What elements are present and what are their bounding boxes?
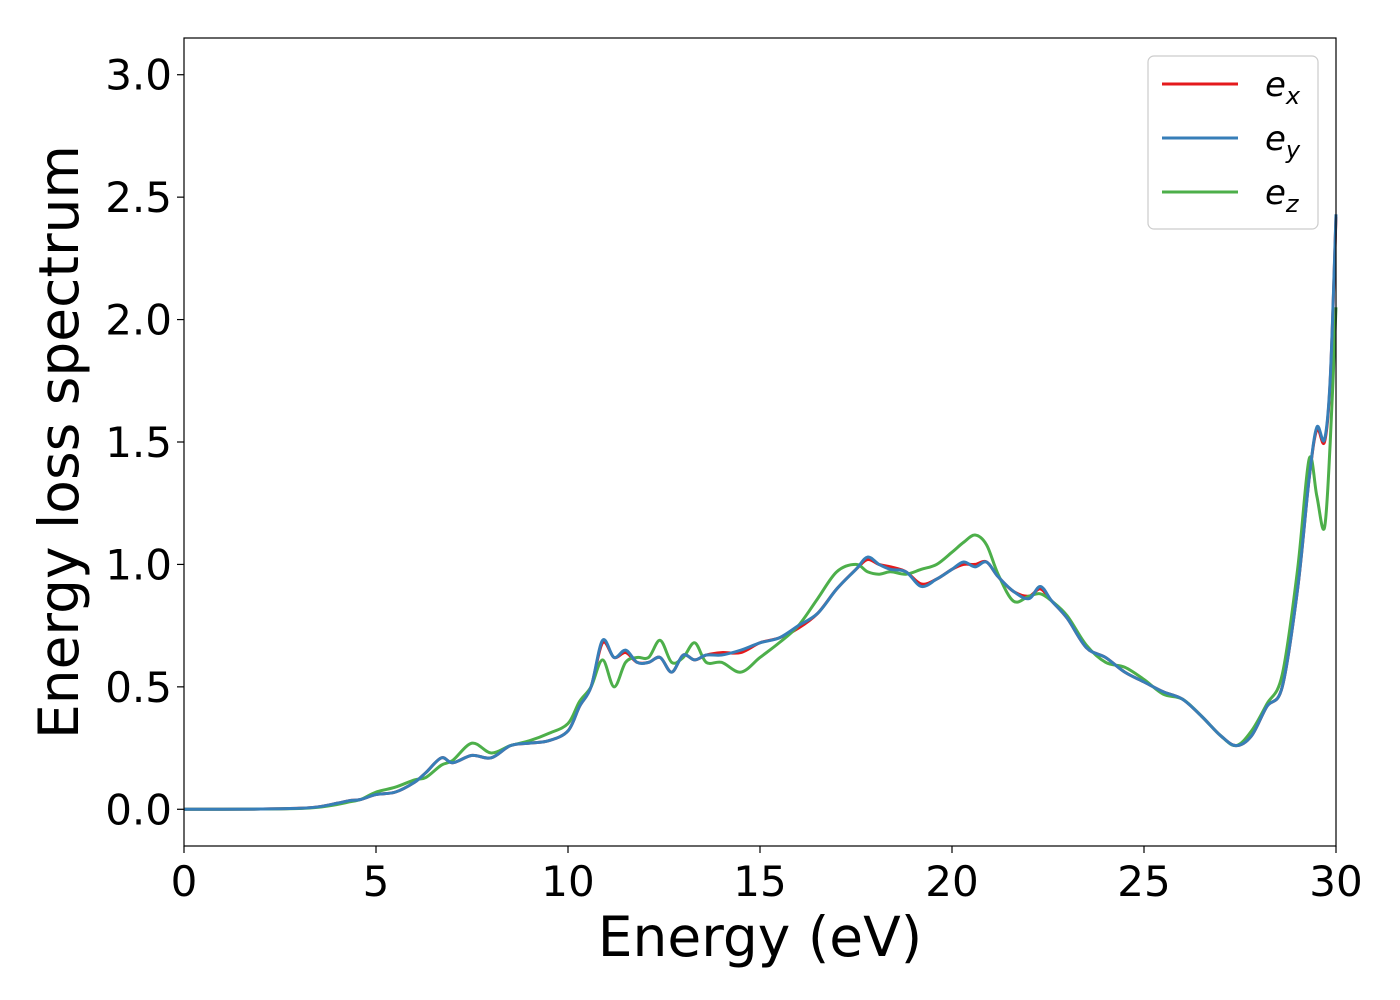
- y-tick-label: 2.0: [105, 296, 172, 345]
- legend-label-x: ex: [1265, 65, 1301, 110]
- y-tick-label: 0.5: [105, 663, 172, 712]
- y-axis-ticks: 0.0 0.5 1.0 1.5 2.0 2.5 3.0: [105, 51, 184, 834]
- y-axis-title: Energy loss spectrum: [27, 145, 91, 739]
- legend-box: [1147, 55, 1319, 230]
- legend-items: ex ey ez: [1162, 65, 1301, 218]
- x-tick-label: 5: [363, 857, 390, 906]
- legend: ex ey ez: [1147, 55, 1319, 230]
- y-tick-label: 3.0: [105, 51, 172, 100]
- x-tick-label: 10: [541, 857, 594, 906]
- y-tick-label: 1.0: [105, 540, 172, 589]
- x-tick-label: 25: [1117, 857, 1170, 906]
- x-tick-label: 15: [733, 857, 786, 906]
- y-tick-label: 0.0: [105, 785, 172, 834]
- x-axis-title: Energy (eV): [598, 905, 922, 969]
- legend-label-z: ez: [1265, 173, 1300, 218]
- legend-label-y: ey: [1265, 119, 1301, 164]
- series-layer: [183, 214, 1338, 811]
- plot-area: [184, 38, 1336, 846]
- y-tick-label: 1.5: [105, 418, 172, 467]
- y-tick-label: 2.5: [105, 173, 172, 222]
- x-tick-label: 0: [171, 857, 198, 906]
- x-tick-label: 20: [925, 857, 978, 906]
- series-line-y: [183, 214, 1338, 811]
- x-axis-ticks: 0 5 10 15 20 25 30: [171, 846, 1363, 906]
- x-tick-label: 30: [1309, 857, 1362, 906]
